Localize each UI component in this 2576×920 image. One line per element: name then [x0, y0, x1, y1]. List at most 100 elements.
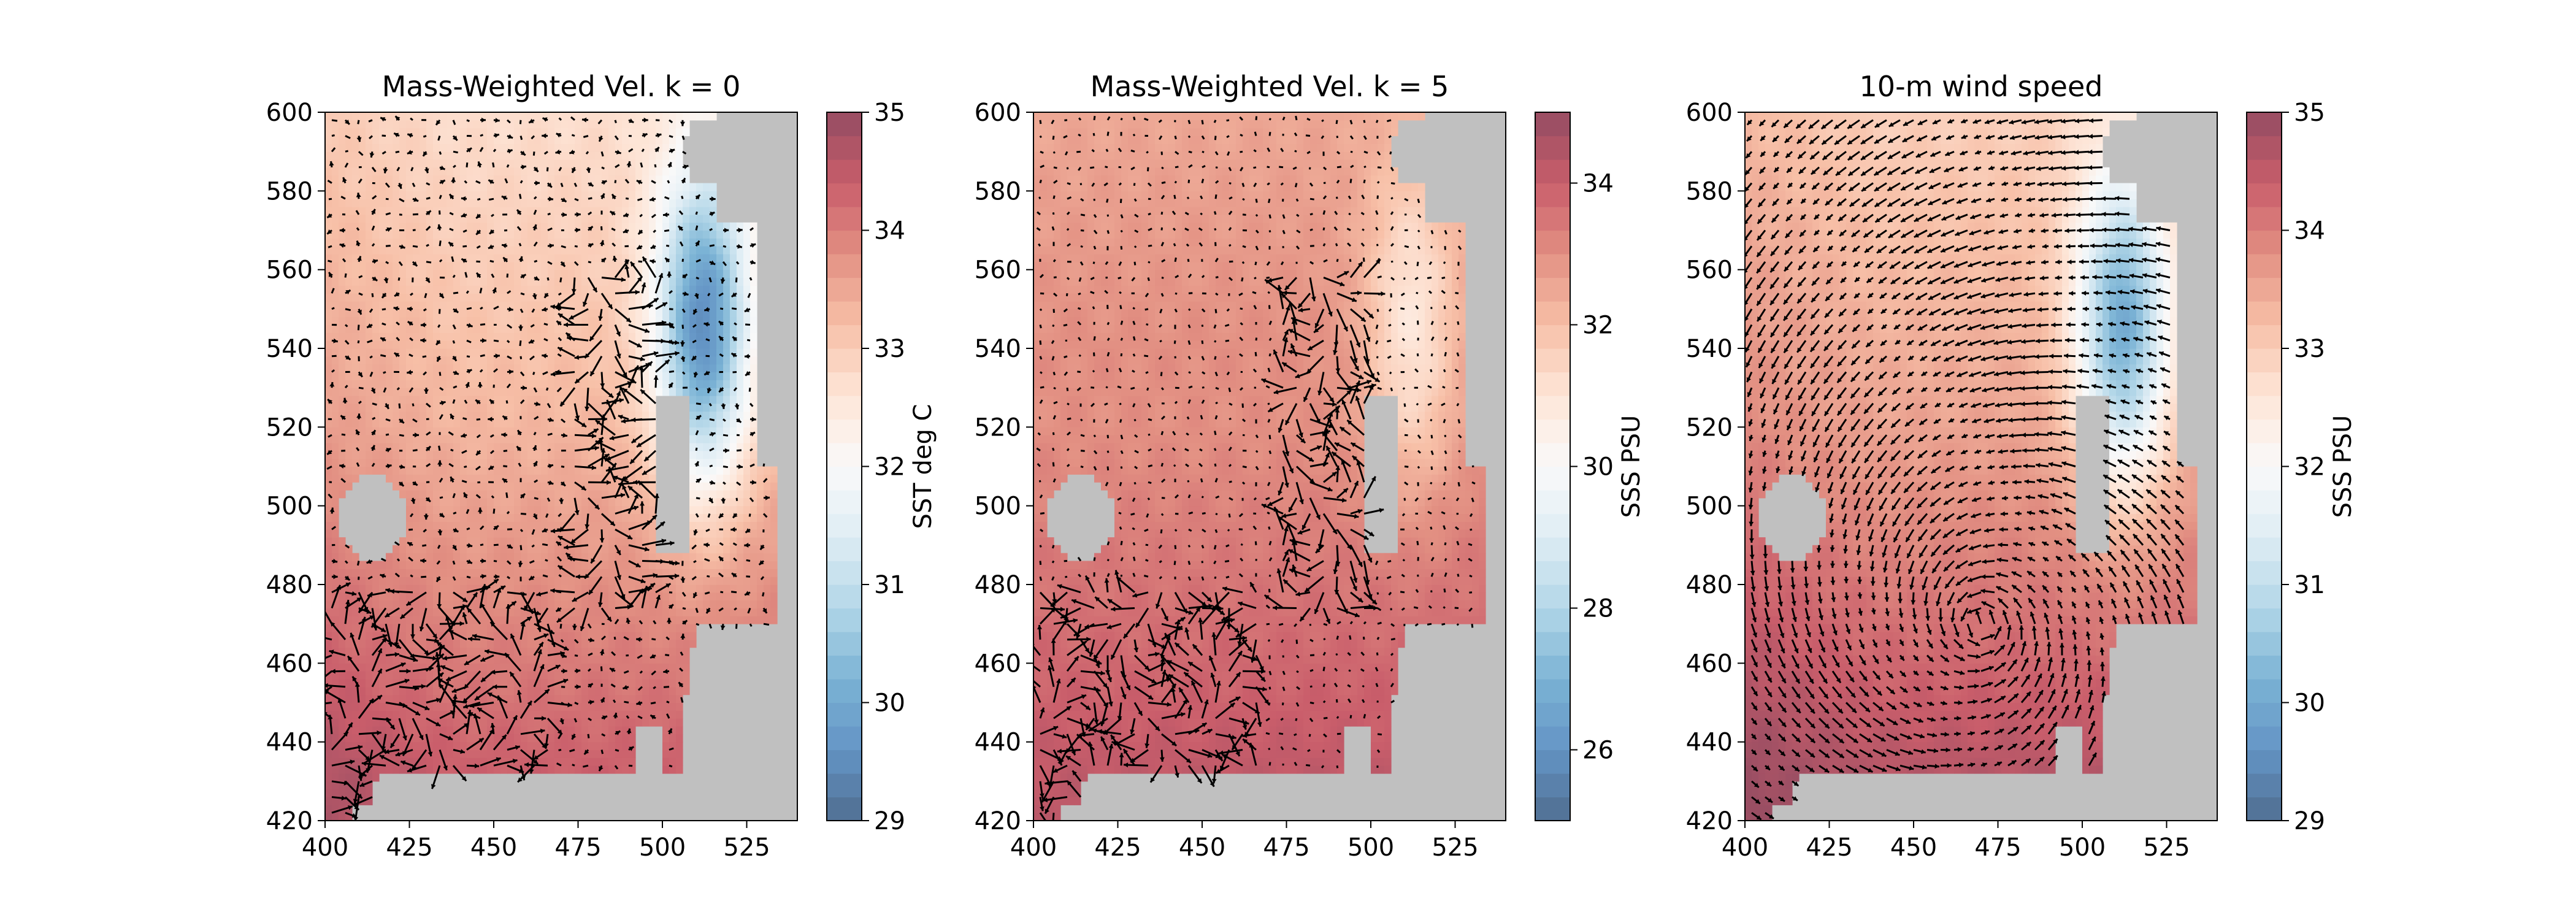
heatmap-cell: [676, 214, 683, 223]
heatmap-cell: [696, 403, 703, 412]
heatmap-cell: [521, 144, 528, 152]
heatmap-cell: [622, 671, 629, 680]
heatmap-cell: [575, 726, 582, 735]
heatmap-cell: [467, 671, 474, 680]
heatmap-cell: [703, 505, 710, 515]
heatmap-cell: [548, 553, 555, 562]
heatmap-cell: [649, 128, 656, 137]
heatmap-cell: [554, 309, 562, 318]
heatmap-cell: [541, 128, 548, 137]
heatmap-cell: [500, 679, 508, 688]
heatmap-cell: [710, 277, 717, 286]
heatmap-cell: [743, 238, 751, 247]
heatmap-cell: [366, 222, 373, 231]
heatmap-cell: [750, 600, 757, 609]
heatmap-cell: [447, 419, 454, 427]
heatmap-cell: [480, 380, 488, 388]
heatmap-cell: [352, 600, 359, 609]
heatmap-cell: [622, 214, 629, 223]
heatmap-cell: [548, 309, 555, 318]
heatmap-cell: [494, 671, 501, 680]
heatmap-cell: [440, 120, 447, 129]
heatmap-cell: [622, 301, 629, 310]
heatmap-cell: [649, 577, 656, 585]
heatmap-cell: [372, 261, 380, 270]
heatmap-cell: [359, 199, 366, 207]
heatmap-cell: [568, 222, 575, 231]
heatmap-cell: [453, 663, 461, 672]
heatmap-cell: [548, 458, 555, 467]
heatmap-cell: [548, 497, 555, 507]
heatmap-cell: [521, 521, 528, 530]
heatmap-cell: [514, 702, 521, 711]
heatmap-cell: [615, 332, 623, 341]
heatmap-cell: [500, 167, 508, 176]
heatmap-cell: [521, 324, 528, 333]
heatmap-cell: [683, 277, 690, 286]
heatmap-cell: [473, 497, 481, 507]
heatmap-cell: [723, 435, 730, 443]
heatmap-cell: [359, 443, 366, 451]
heatmap-cell: [447, 120, 454, 129]
heatmap-cell: [696, 497, 703, 507]
heatmap-cell: [345, 285, 353, 294]
heatmap-cell: [689, 396, 697, 404]
heatmap-cell: [649, 624, 656, 632]
heatmap-cell: [467, 561, 474, 569]
heatmap-cell: [689, 230, 697, 239]
heatmap-cell: [379, 207, 386, 215]
heatmap-cell: [507, 191, 515, 199]
heatmap-cell: [588, 112, 596, 121]
heatmap-cell: [487, 561, 494, 569]
heatmap-cell: [393, 396, 400, 404]
heatmap-cell: [460, 175, 467, 184]
heatmap-cell: [541, 301, 548, 310]
heatmap-cell: [379, 466, 386, 475]
heatmap-cell: [635, 254, 643, 263]
heatmap-cell: [440, 639, 447, 648]
heatmap-cell: [689, 112, 697, 121]
heatmap-cell: [588, 450, 596, 459]
heatmap-cell: [521, 632, 528, 640]
heatmap-cell: [737, 585, 744, 593]
heatmap-cell: [507, 364, 515, 373]
heatmap-cell: [568, 474, 575, 483]
heatmap-cell: [581, 332, 589, 341]
heatmap-cell: [453, 159, 461, 168]
heatmap-cell: [527, 238, 535, 247]
heatmap-cell: [426, 293, 434, 302]
heatmap-cell: [480, 482, 488, 491]
heatmap-cell: [480, 757, 488, 766]
heatmap-cell: [514, 718, 521, 727]
heatmap-cell: [379, 238, 386, 247]
heatmap-cell: [420, 632, 427, 640]
heatmap-cell: [514, 647, 521, 656]
heatmap-cell: [467, 513, 474, 522]
heatmap-cell: [433, 505, 440, 515]
heatmap-cell: [696, 577, 703, 585]
heatmap-cell: [413, 553, 420, 562]
heatmap-cell: [750, 364, 757, 373]
heatmap-cell: [339, 112, 346, 121]
heatmap-cell: [554, 396, 562, 404]
heatmap-cell: [743, 222, 751, 231]
heatmap-cell: [669, 246, 677, 255]
heatmap-cell: [420, 388, 427, 396]
heatmap-cell: [615, 521, 623, 530]
heatmap-cell: [359, 679, 366, 688]
heatmap-cell: [541, 545, 548, 554]
heatmap-cell: [420, 175, 427, 184]
heatmap-cell: [723, 332, 730, 341]
heatmap-cell: [642, 199, 650, 207]
heatmap-cell: [602, 396, 609, 404]
heatmap-cell: [494, 191, 501, 199]
heatmap-cell: [453, 293, 461, 302]
heatmap-cell: [420, 569, 427, 577]
heatmap-cell: [440, 694, 447, 703]
heatmap-cell: [399, 293, 407, 302]
heatmap-cell: [676, 553, 683, 562]
heatmap-cell: [339, 128, 346, 137]
heatmap-cell: [426, 340, 434, 349]
heatmap-cell: [460, 513, 467, 522]
heatmap-cell: [453, 592, 461, 601]
